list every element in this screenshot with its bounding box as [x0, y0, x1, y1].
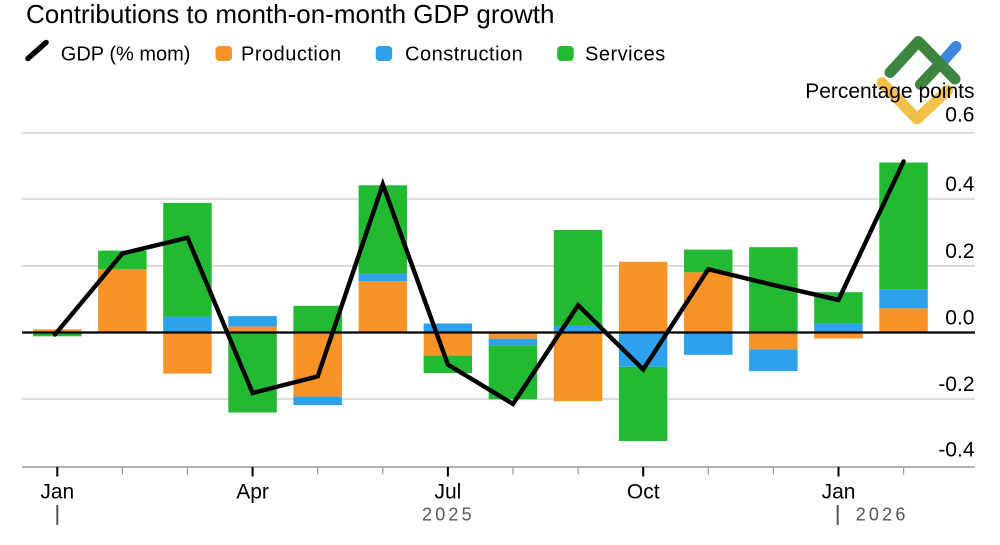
svg-text:Jul: Jul: [434, 481, 461, 504]
svg-text:Oct: Oct: [627, 481, 660, 504]
svg-text:Apr: Apr: [236, 481, 269, 504]
svg-text:2026: 2026: [856, 505, 909, 525]
svg-text:Contributions to month-on-mont: Contributions to month-on-month GDP grow…: [26, 0, 554, 29]
svg-text:Jan: Jan: [822, 481, 856, 504]
svg-text:0.6: 0.6: [945, 103, 974, 126]
svg-text:-0.4: -0.4: [938, 438, 975, 461]
svg-text:-0.2: -0.2: [938, 373, 974, 396]
svg-text:GDP (% mom): GDP (% mom): [61, 44, 191, 66]
svg-text:Services: Services: [585, 44, 666, 66]
svg-text:0.0: 0.0: [945, 307, 974, 330]
svg-text:2025: 2025: [422, 505, 475, 525]
svg-text:0.2: 0.2: [945, 240, 974, 263]
svg-text:0.4: 0.4: [945, 173, 975, 196]
svg-text:Production: Production: [241, 44, 342, 66]
svg-text:Construction: Construction: [405, 44, 523, 66]
svg-text:Percentage points: Percentage points: [805, 80, 974, 103]
svg-text:Jan: Jan: [40, 481, 74, 504]
